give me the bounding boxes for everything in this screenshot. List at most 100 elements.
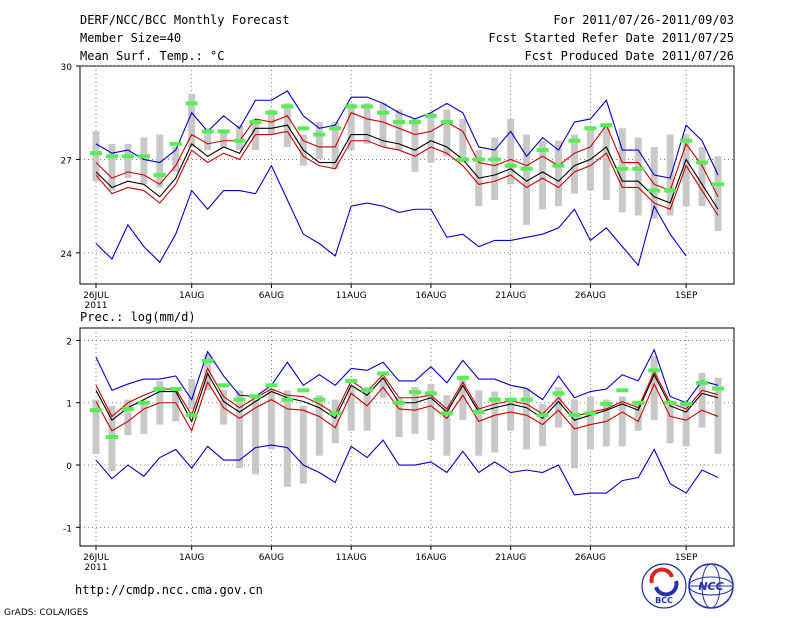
plot-frame <box>79 327 735 547</box>
ensemble-box <box>714 377 722 454</box>
median-marker <box>137 400 150 405</box>
median-marker <box>265 110 278 115</box>
ensemble-box <box>172 146 180 172</box>
x-tick-label: 1SEP <box>675 291 698 301</box>
y-tick-label: 27 <box>61 156 72 166</box>
median-marker <box>664 400 677 405</box>
median-marker <box>488 397 501 402</box>
ensemble-box <box>555 140 563 207</box>
grads-credit: GrADS: COLA/IGES <box>4 608 88 618</box>
x-tick-label: 11AUG <box>336 291 367 301</box>
x-tick-label: 6AUG <box>259 291 284 301</box>
precipitation-panel: 26JUL 1AUG 6AUG 11AUG 16AUG 21AUG 26AUG 1SEP201… <box>63 327 735 573</box>
ensemble-box <box>602 399 610 447</box>
ensemble-box <box>395 109 403 151</box>
bcc-logo-text: BCC <box>655 596 673 605</box>
median-marker <box>185 101 198 106</box>
ensemble-box <box>92 131 100 182</box>
ensemble-box <box>491 137 499 200</box>
median-marker <box>137 154 150 159</box>
y-tick-label: -1 <box>63 524 72 534</box>
median-marker <box>584 126 597 131</box>
median-marker <box>377 371 390 376</box>
median-marker <box>472 157 485 162</box>
footer-url[interactable]: http://cmdp.ncc.cma.gov.cn <box>75 583 263 597</box>
median-marker <box>440 411 453 416</box>
median-marker <box>345 104 358 109</box>
ensemble-box <box>523 388 531 450</box>
median-marker <box>424 391 437 396</box>
ensemble-box <box>140 401 148 434</box>
x-year-label: 2011 <box>85 563 108 573</box>
ensemble-box <box>347 103 355 151</box>
ensemble-box <box>363 387 371 431</box>
median-marker <box>616 388 629 393</box>
median-marker <box>696 380 709 385</box>
median-marker <box>536 413 549 418</box>
median-marker <box>249 394 262 399</box>
median-marker <box>536 148 549 153</box>
ensemble-box <box>315 395 323 456</box>
forecast-period: For 2011/07/26-2011/09/03 <box>553 13 734 27</box>
median-marker <box>249 120 262 125</box>
y-tick-label: 0 <box>66 462 72 472</box>
x-tick-label: 16AUG <box>415 553 446 563</box>
median-marker <box>552 391 565 396</box>
median-marker <box>121 154 134 159</box>
median-marker <box>584 411 597 416</box>
median-marker <box>329 411 342 416</box>
median-marker <box>712 182 724 187</box>
bcc-logo: BCC <box>641 563 687 609</box>
x-tick-label: 16AUG <box>415 291 446 301</box>
y-tick-label: 30 <box>61 63 73 73</box>
ensemble-box <box>188 379 196 409</box>
ensemble-box <box>682 134 690 207</box>
max-line <box>95 348 719 404</box>
median-marker <box>233 397 246 402</box>
ensemble-box <box>267 389 275 450</box>
median-marker <box>408 390 421 395</box>
ensemble-box <box>315 122 323 160</box>
member-size: Member Size=40 <box>80 31 181 45</box>
median-marker <box>712 386 724 391</box>
median-marker <box>456 375 469 380</box>
median-marker <box>345 378 358 383</box>
ensemble-box <box>236 125 244 151</box>
ensemble-box <box>347 385 355 431</box>
ensemble-box <box>188 94 196 147</box>
median-marker <box>217 383 230 388</box>
ensemble-box <box>204 128 212 151</box>
y-tick-label: 2 <box>66 337 72 347</box>
median-marker <box>696 160 709 165</box>
min-line <box>95 164 687 267</box>
ncc-logo: NCC <box>688 563 734 609</box>
median-marker <box>217 129 230 134</box>
ensemble-box <box>618 396 626 447</box>
ensemble-box <box>299 405 307 484</box>
median-marker <box>600 401 613 406</box>
median-marker <box>520 166 533 171</box>
ensemble-box <box>156 134 164 188</box>
median-marker <box>313 132 326 137</box>
ensemble-box <box>602 125 610 200</box>
median-marker <box>504 397 517 402</box>
median-marker <box>472 410 485 415</box>
ensemble-box <box>714 156 722 232</box>
x-tick-label: 1AUG <box>179 291 204 301</box>
median-marker <box>153 387 166 392</box>
median-marker <box>185 413 198 418</box>
ensemble-box <box>459 118 467 163</box>
median-marker <box>281 104 294 109</box>
median-marker <box>313 397 326 402</box>
y-tick-label: 24 <box>61 250 73 260</box>
median-marker <box>169 387 182 392</box>
y-tick-label: 1 <box>66 400 72 410</box>
lower-line <box>95 380 719 433</box>
ensemble-box <box>283 390 291 487</box>
x-tick-label: 26JUL <box>83 553 109 563</box>
ensemble-box <box>666 401 674 444</box>
median-marker <box>329 126 342 131</box>
median-marker <box>265 383 278 388</box>
ensemble-box <box>92 399 100 454</box>
